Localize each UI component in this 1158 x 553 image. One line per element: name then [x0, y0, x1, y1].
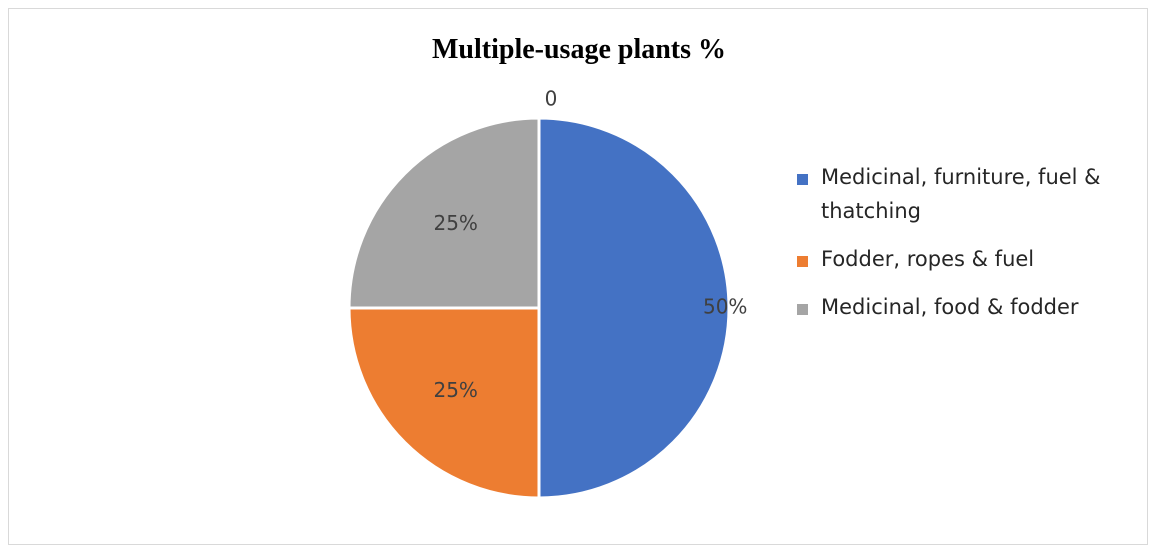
- pie-slice: [347, 116, 541, 310]
- legend-label: Medicinal, furniture, fuel & thatching: [821, 165, 1101, 223]
- pie-data-labels: 50% 25% 25% 0: [433, 87, 747, 402]
- legend-label: Medicinal, food & fodder: [821, 295, 1079, 319]
- chart-legend: Medicinal, furniture, fuel & thatching Fo…: [797, 160, 1142, 338]
- legend-item: Medicinal, furniture, fuel & thatching: [797, 160, 1142, 228]
- legend-swatch: [797, 174, 808, 185]
- pie-slice: [537, 116, 731, 500]
- legend-label: Fodder, ropes & fuel: [821, 247, 1035, 271]
- pie-slices: [347, 116, 731, 500]
- pie-data-label: 50%: [703, 295, 747, 319]
- chart-title: Multiple-usage plants %: [431, 34, 727, 65]
- pie-zero-label: 0: [545, 87, 558, 111]
- pie-slice: [347, 306, 541, 500]
- legend-item: Fodder, ropes & fuel: [797, 242, 1142, 276]
- legend-swatch: [797, 256, 808, 267]
- legend-swatch: [797, 304, 808, 315]
- pie-data-label: 25%: [433, 378, 477, 402]
- legend-item: Medicinal, food & fodder: [797, 290, 1142, 324]
- pie-data-label: 25%: [433, 211, 477, 235]
